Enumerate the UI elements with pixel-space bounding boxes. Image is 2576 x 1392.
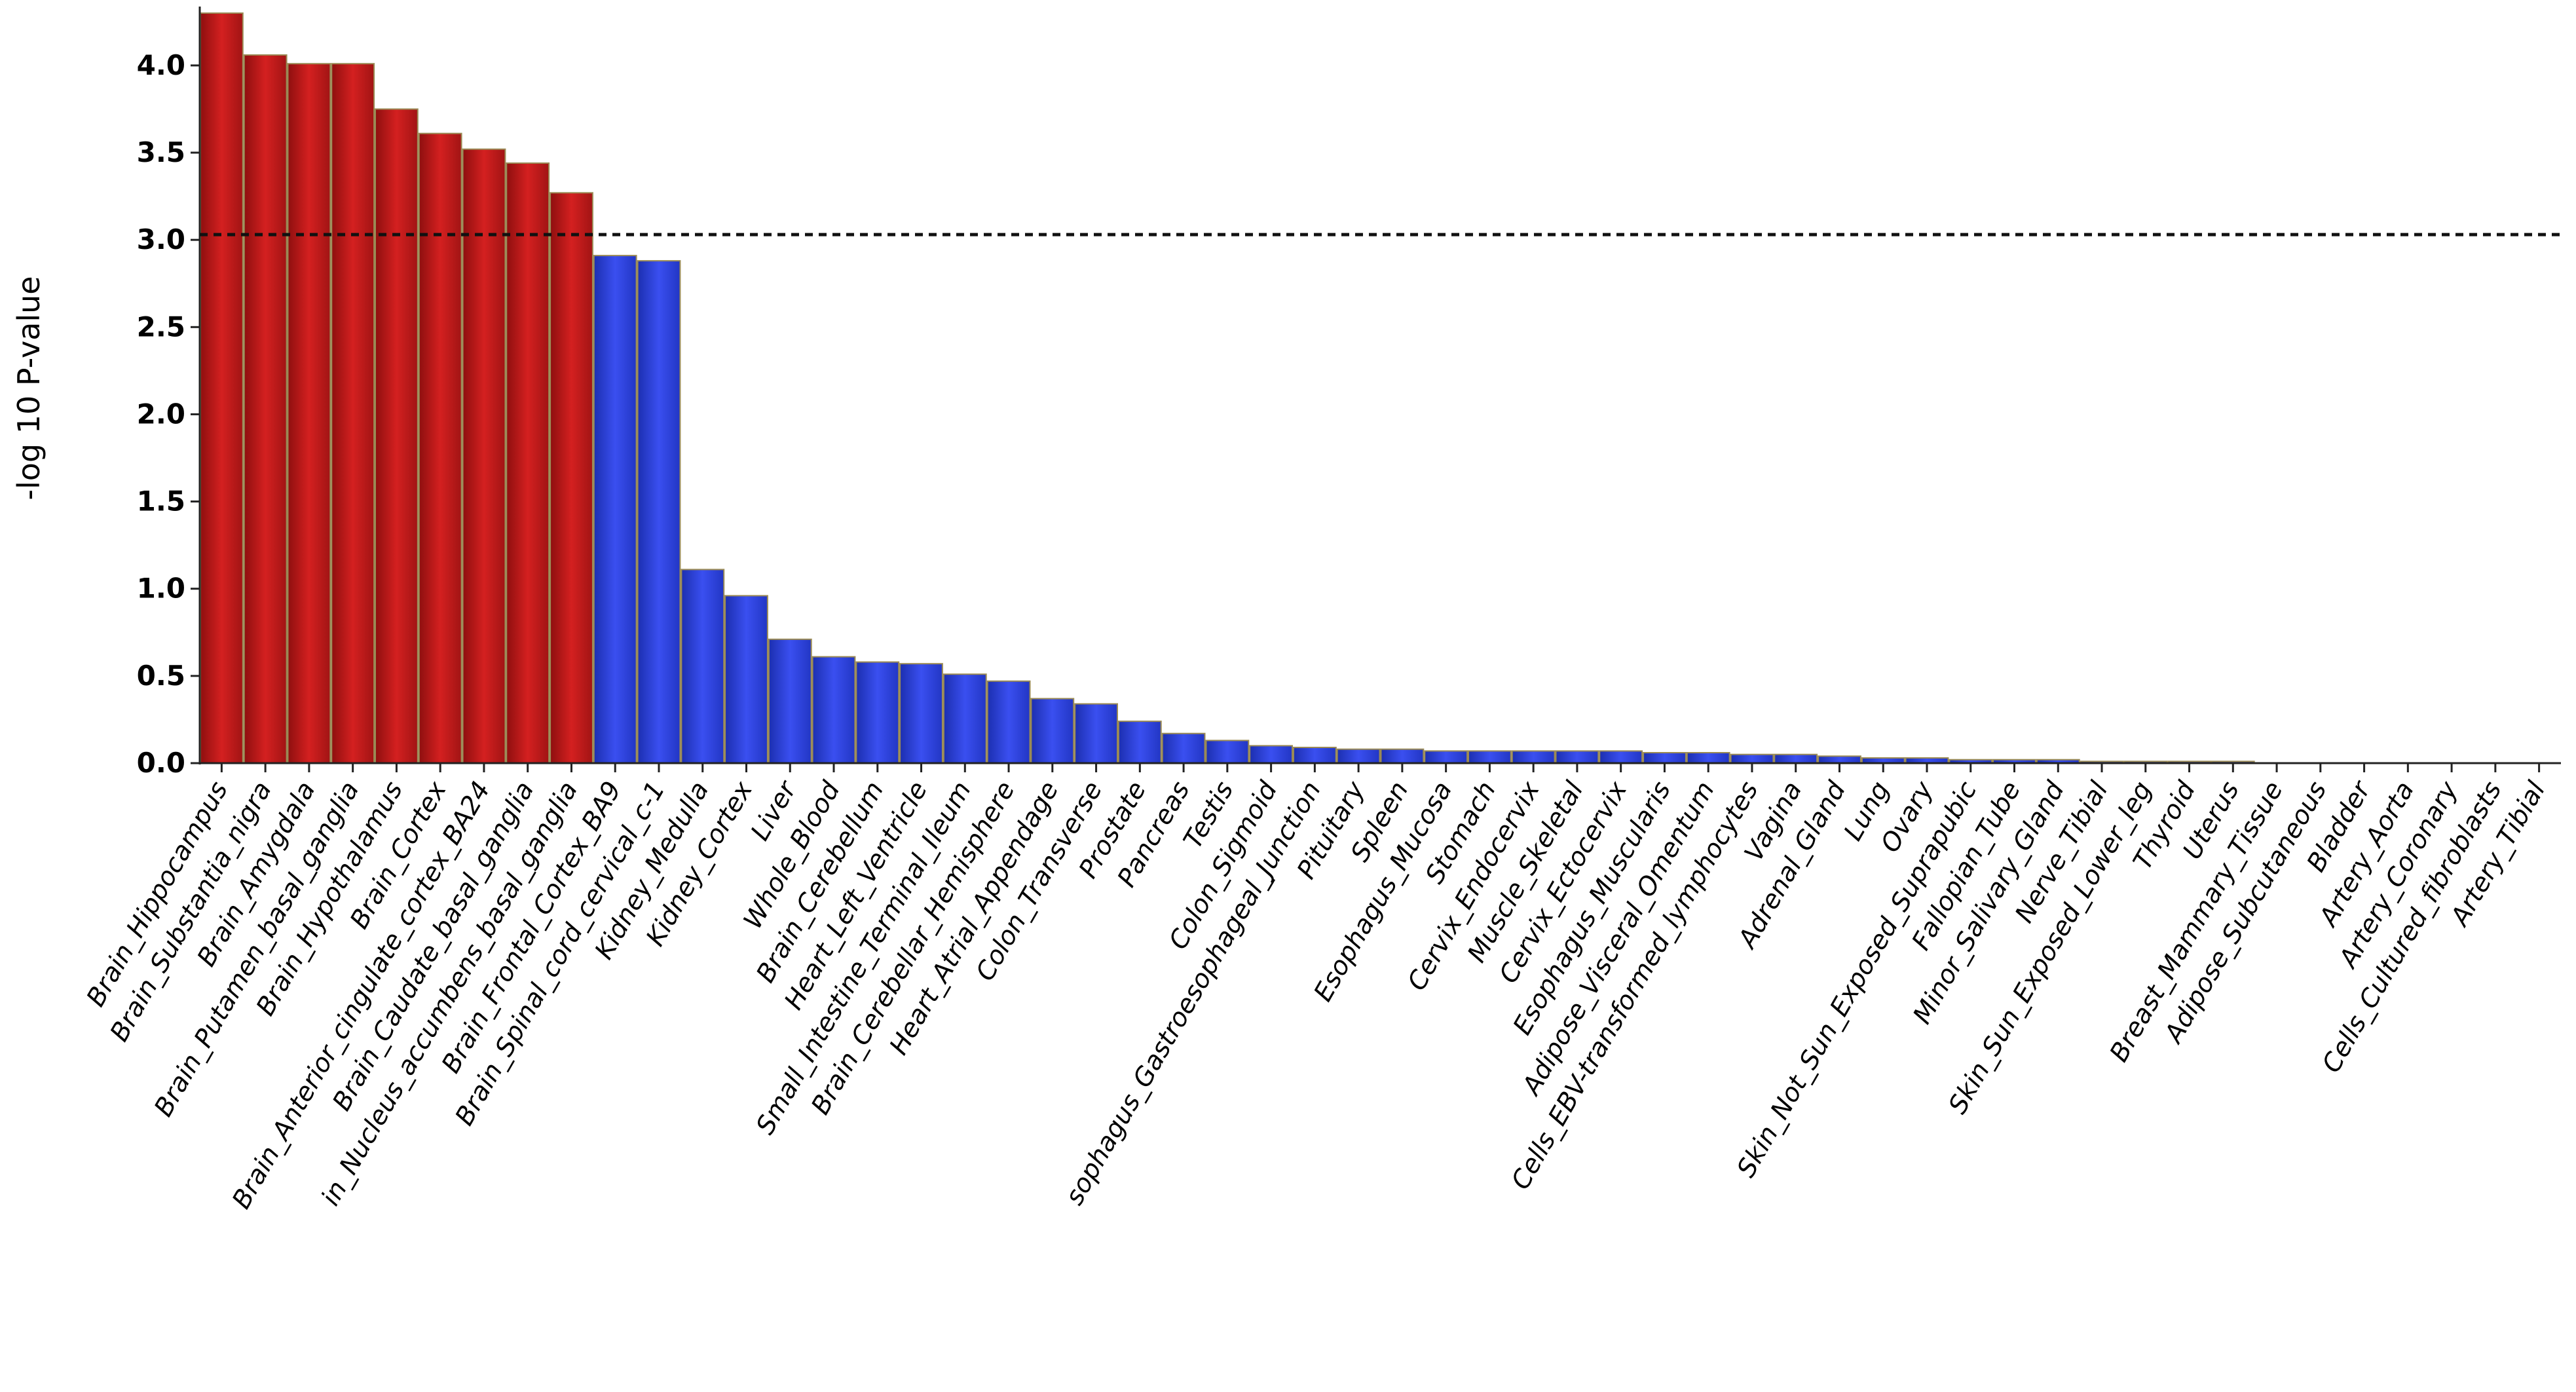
bar-stomach	[1468, 750, 1512, 764]
bar-muscle-skeletal	[1555, 750, 1599, 764]
y-tick-label: 0.0	[137, 747, 185, 779]
bar-esophagus-muscularis	[1643, 752, 1687, 764]
bar-cervix-endocervix	[1511, 750, 1556, 764]
y-tick-label: 4.0	[137, 49, 185, 81]
bar-brain-hippocampus	[200, 12, 244, 764]
bar-cervix-ectocervix	[1599, 750, 1643, 764]
bar-heart-atrial-appendage	[1030, 698, 1075, 764]
bar-heart-left-ventricle	[899, 663, 943, 764]
bar-brain-hypothalamus	[375, 108, 419, 764]
y-tick-label: 2.0	[137, 398, 185, 430]
bar-brain-substantia-nigra	[243, 54, 288, 764]
bar-brain-putamen-basal-ganglia	[331, 63, 375, 764]
y-tick-label: 3.0	[137, 223, 185, 255]
axes-group	[198, 7, 2561, 764]
bar-testis	[1205, 740, 1250, 764]
x-ticks-group: Brain_HippocampusBrain_Substantia_nigraB…	[81, 763, 2551, 1214]
bar-brain-amygdala	[287, 63, 331, 764]
bar-kidney-medulla	[681, 569, 725, 764]
bar-vagina	[1774, 753, 1818, 764]
bar-in-nucleus-accumbens-basal-ganglia	[550, 192, 593, 764]
bar-esophagus-mucosa	[1424, 750, 1468, 764]
bar-spleen	[1380, 748, 1425, 764]
bar-colon-transverse	[1074, 703, 1118, 764]
bar-colon-sigmoid	[1249, 745, 1293, 764]
y-tick-label: 0.5	[137, 660, 185, 692]
bar-cells-ebv-transformed-lymphocytes	[1730, 753, 1774, 764]
bar-brain-cerebellum	[855, 661, 900, 764]
bar-sophagus-gastroesophageal-junction	[1293, 747, 1337, 764]
bar-prostate	[1117, 721, 1162, 764]
bar-brain-cortex	[418, 132, 462, 764]
y-axis-label: -log 10 P-value	[11, 276, 47, 500]
bar-brain-caudate-basal-ganglia	[506, 162, 550, 764]
bar-pituitary	[1336, 748, 1381, 764]
bar-liver	[768, 638, 812, 764]
bar-adipose-visceral-omentum	[1686, 752, 1730, 764]
y-tick-label: 2.5	[137, 310, 185, 343]
bar-whole-blood	[812, 656, 856, 764]
y-tick-label: 3.5	[137, 136, 185, 168]
bar-brain-anterior-cingulate-cortex-ba24	[462, 148, 506, 764]
y-tick-label: 1.5	[137, 485, 185, 517]
bar-brain-frontal-cortex-ba9	[593, 255, 637, 764]
bar-kidney-cortex	[724, 595, 768, 764]
bars-group	[200, 12, 2255, 764]
bar-adrenal-gland	[1818, 755, 1861, 764]
bar-brain-spinal-cord-cervical-c-1	[637, 260, 681, 764]
bar-brain-cerebellar-hemisphere	[986, 680, 1031, 764]
y-tick-label: 1.0	[137, 573, 185, 605]
bar-pancreas	[1161, 732, 1206, 764]
y-ticks-group: 0.0 0.5 1.0 1.5 2.0 2.5 3.0 3.5 4.0	[137, 49, 200, 779]
bar-small-intestine-terminal-ileum	[943, 673, 987, 764]
